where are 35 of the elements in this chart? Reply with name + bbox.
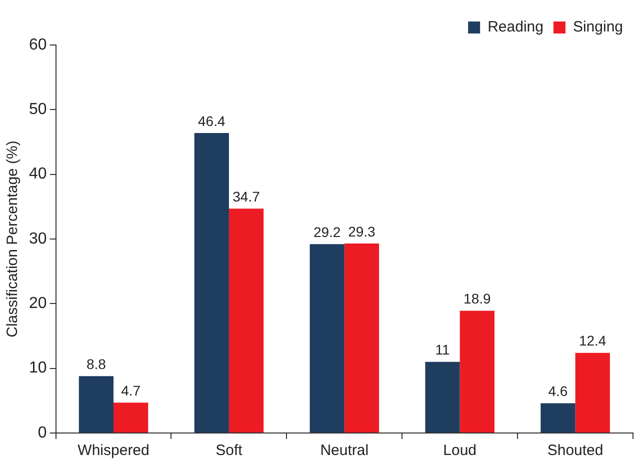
bar bbox=[114, 402, 148, 432]
y-axis-title: Classification Percentage (%) bbox=[4, 140, 22, 338]
bar bbox=[194, 132, 229, 432]
data-label: 8.8 bbox=[86, 356, 106, 372]
data-label: 46.4 bbox=[198, 112, 226, 129]
bar bbox=[310, 244, 344, 432]
bar bbox=[425, 362, 460, 432]
x-tick-label: Loud bbox=[443, 442, 477, 460]
y-tick-label: 0 bbox=[38, 424, 47, 442]
bar bbox=[228, 208, 264, 432]
bar bbox=[575, 352, 610, 432]
data-label: 29.2 bbox=[313, 224, 341, 240]
x-tick-label: Whispered bbox=[78, 442, 150, 460]
legend-label: Reading bbox=[488, 18, 544, 36]
data-label: 4.6 bbox=[548, 383, 568, 400]
legend-label: Singing bbox=[572, 18, 624, 36]
bar bbox=[344, 244, 380, 432]
data-label: 34.7 bbox=[232, 188, 260, 204]
y-tick-label: 50 bbox=[29, 101, 47, 118]
bar bbox=[460, 310, 494, 432]
bar bbox=[540, 403, 576, 432]
bar bbox=[78, 376, 114, 432]
data-label: 4.7 bbox=[121, 382, 141, 398]
data-label: 18.9 bbox=[464, 290, 491, 307]
x-tick-label: Neutral bbox=[320, 442, 369, 460]
y-tick-label: 10 bbox=[29, 360, 47, 377]
y-tick-label: 60 bbox=[29, 36, 47, 54]
y-tick-label: 40 bbox=[29, 166, 47, 183]
data-label: 29.3 bbox=[348, 223, 376, 240]
y-tick-label: 20 bbox=[29, 295, 47, 312]
x-tick-label: Soft bbox=[216, 442, 244, 460]
data-label: 11 bbox=[435, 342, 450, 358]
y-tick-label: 30 bbox=[29, 230, 47, 248]
x-tick-label: Shouted bbox=[547, 442, 604, 460]
data-label: 12.4 bbox=[578, 332, 606, 349]
